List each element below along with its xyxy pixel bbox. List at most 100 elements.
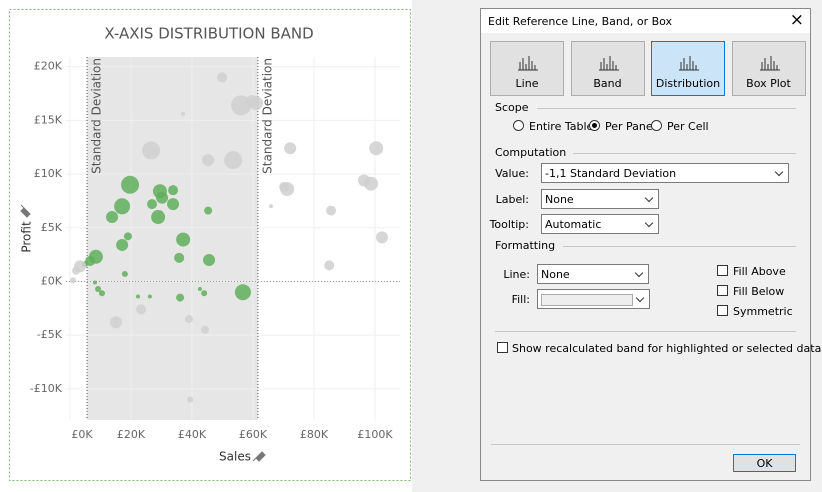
bubble (231, 95, 252, 116)
bubble (106, 211, 119, 224)
radio-label: Per Pane (605, 120, 653, 133)
x-axis-title: Sales (219, 450, 251, 464)
color-swatch (541, 294, 633, 306)
section-label: Scope (495, 101, 529, 114)
y-tick-label: £15K (34, 113, 63, 126)
bubble (156, 191, 169, 204)
field-label: Tooltip: (489, 218, 529, 231)
bubble (284, 142, 297, 155)
title-bar (481, 9, 810, 33)
bubble (217, 72, 228, 83)
bubble (364, 176, 379, 191)
bubble (324, 260, 335, 271)
bubble (116, 238, 129, 251)
bubble (326, 205, 337, 216)
bubble (70, 277, 77, 284)
bubble (201, 290, 208, 297)
x-tick-label: £100K (357, 428, 393, 441)
tab-icon (518, 56, 538, 71)
separator (491, 444, 800, 445)
y-tick-label: -£5K (37, 328, 63, 341)
bubble (181, 111, 186, 116)
checkbox-label: Symmetric (733, 305, 793, 318)
tab-label: Distribution (655, 77, 721, 90)
distribution-band (87, 57, 258, 420)
bubble (201, 325, 210, 334)
field-label: Fill: (511, 293, 530, 306)
chart-title: X-AXIS DISTRIBUTION BAND (104, 25, 313, 43)
bubble (121, 270, 128, 277)
bubble (121, 175, 140, 194)
checkbox-label: Show recalculated band for highlighted o… (512, 342, 822, 355)
section-label: Computation (495, 146, 567, 159)
x-tick-label: £40K (178, 428, 207, 441)
radio-label: Entire Table (529, 120, 594, 133)
bubble (147, 199, 158, 210)
y-tick-label: £5K (41, 221, 63, 234)
pin-icon (252, 451, 266, 462)
tab-button[interactable]: Line (490, 41, 564, 96)
tab-label: Line (515, 77, 539, 90)
dialog: Edit Reference Line, Band, or Box × Scop… (480, 8, 822, 481)
bubble (174, 252, 185, 263)
bubble (197, 286, 202, 291)
bubble (147, 294, 152, 299)
section-label: Formatting (495, 239, 556, 252)
bubble (151, 210, 166, 225)
tab-button[interactable]: Distribution (651, 41, 725, 96)
tab-icon (679, 56, 699, 71)
bubble (142, 141, 161, 160)
bubble (95, 285, 102, 292)
radio-button[interactable] (513, 120, 524, 131)
color-dropdown[interactable] (537, 289, 650, 309)
checkbox-label: Fill Above (733, 265, 786, 278)
bubble (92, 280, 97, 285)
bubble (176, 232, 191, 247)
bubble (279, 181, 290, 192)
field-label: Line: (503, 268, 530, 281)
checkbox[interactable] (717, 265, 728, 276)
separator (495, 331, 796, 332)
bubble (369, 141, 384, 156)
dropdown[interactable]: None (541, 188, 659, 209)
dropdown[interactable]: Automatic (541, 214, 659, 234)
field-label: Label: (495, 192, 529, 206)
reference-label: Standard Deviation (90, 58, 104, 174)
ok-button[interactable]: OK (733, 454, 796, 472)
bubble (72, 266, 81, 275)
y-axis-title: Profit (20, 221, 34, 253)
bubble (184, 315, 193, 324)
bubble (176, 293, 185, 302)
checkbox[interactable] (497, 342, 508, 353)
radio-button[interactable] (651, 120, 662, 131)
radio-button[interactable] (589, 120, 600, 131)
bubble (203, 253, 216, 266)
y-tick-label: -£10K (30, 382, 63, 395)
x-tick-label: £60K (239, 428, 268, 441)
dialog-title: Edit Reference Line, Band, or Box (488, 15, 673, 28)
reference-label: Standard Deviation (260, 58, 274, 174)
selection-border (9, 9, 411, 481)
bubble (167, 198, 180, 211)
bubble (123, 232, 132, 241)
dropdown[interactable]: None (537, 264, 649, 284)
y-tick-label: £20K (34, 60, 63, 73)
separator (573, 153, 796, 154)
chart: X-AXIS DISTRIBUTION BAND Sales Profit St… (0, 0, 412, 492)
tab-button[interactable]: Band (570, 41, 645, 96)
close-button[interactable]: × (789, 10, 804, 30)
tab-icon (759, 56, 780, 71)
bubble (114, 198, 131, 215)
checkbox[interactable] (717, 305, 728, 316)
bubble (234, 284, 251, 301)
separator (537, 108, 796, 109)
separator (563, 246, 796, 247)
checkbox[interactable] (717, 285, 728, 296)
dropdown[interactable]: -1,1 Standard Deviation (541, 163, 789, 183)
x-tick-label: £80K (300, 428, 329, 441)
bubble (168, 185, 179, 196)
bubble (135, 294, 140, 299)
radio-label: Per Cell (667, 120, 709, 133)
tab-button[interactable]: Box Plot (731, 41, 806, 96)
